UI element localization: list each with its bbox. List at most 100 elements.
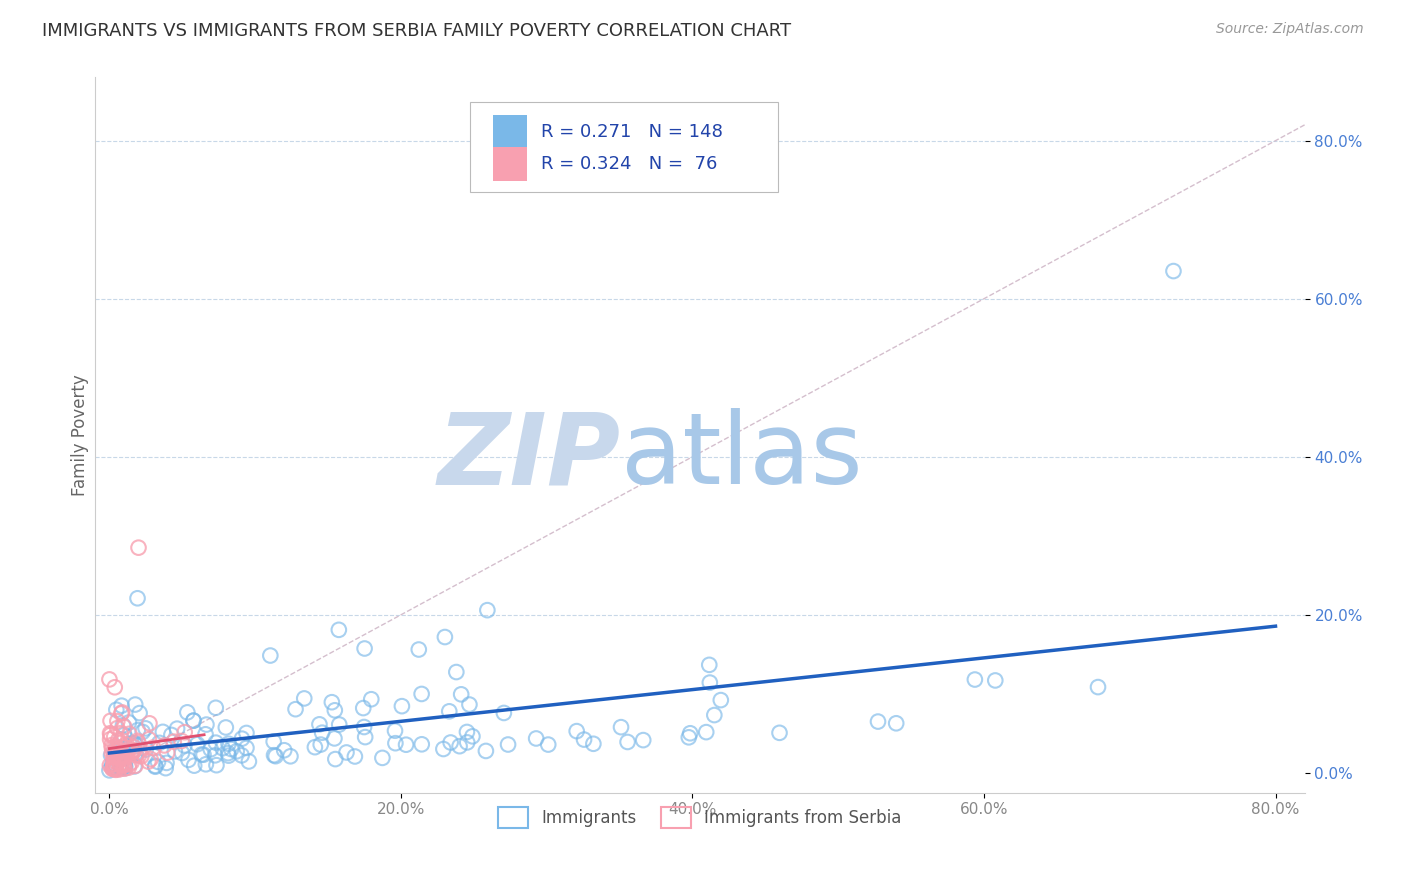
Point <box>963 673 986 687</box>
Point <box>186 737 208 751</box>
Point <box>104 757 127 772</box>
Point <box>323 703 346 717</box>
Point <box>205 758 228 772</box>
Point <box>114 758 136 772</box>
Point <box>238 755 260 769</box>
Point <box>107 733 129 747</box>
Point <box>218 737 240 751</box>
Point <box>152 724 174 739</box>
Point <box>112 758 135 772</box>
Point <box>103 748 125 763</box>
Point <box>160 728 183 742</box>
Point <box>98 732 121 747</box>
Point <box>328 623 350 637</box>
Point <box>183 714 205 728</box>
Point <box>121 736 143 750</box>
Point <box>155 756 177 770</box>
Point <box>304 740 326 755</box>
Point <box>352 701 374 715</box>
Text: Source: ZipAtlas.com: Source: ZipAtlas.com <box>1216 22 1364 37</box>
Point <box>328 717 350 731</box>
Point <box>524 731 547 746</box>
Point <box>127 735 149 749</box>
Point <box>103 759 125 773</box>
Point <box>125 739 148 753</box>
Point <box>115 744 138 758</box>
Point <box>446 665 468 679</box>
Point <box>107 741 129 756</box>
Point <box>110 726 132 740</box>
Point <box>128 706 150 720</box>
Point <box>101 741 124 756</box>
Point <box>107 754 129 768</box>
Point <box>110 698 132 713</box>
Point <box>103 750 125 764</box>
Point <box>699 675 721 690</box>
Point <box>411 737 433 751</box>
Point <box>679 726 702 740</box>
Point <box>108 736 131 750</box>
Point <box>110 750 132 764</box>
Point <box>103 730 125 744</box>
Point <box>176 706 198 720</box>
Point <box>111 718 134 732</box>
Point <box>321 695 343 709</box>
Point <box>100 748 122 763</box>
Point <box>104 758 127 772</box>
Point <box>121 745 143 759</box>
Point <box>343 749 366 764</box>
Point <box>311 725 333 739</box>
Point <box>360 692 382 706</box>
Point <box>710 693 733 707</box>
Point <box>353 720 375 734</box>
Point <box>124 759 146 773</box>
Point <box>678 731 700 745</box>
Point <box>456 725 478 739</box>
Point <box>111 761 134 775</box>
Point <box>218 748 240 763</box>
Point <box>204 700 226 714</box>
Point <box>235 726 257 740</box>
Point <box>105 714 128 728</box>
Point <box>475 744 498 758</box>
Text: IMMIGRANTS VS IMMIGRANTS FROM SERBIA FAMILY POVERTY CORRELATION CHART: IMMIGRANTS VS IMMIGRANTS FROM SERBIA FAM… <box>42 22 792 40</box>
Point <box>108 758 131 772</box>
Point <box>127 591 149 606</box>
Point <box>193 747 215 762</box>
Point <box>103 757 125 772</box>
Point <box>235 740 257 755</box>
Legend: Immigrants, Immigrants from Serbia: Immigrants, Immigrants from Serbia <box>491 801 908 834</box>
Point <box>477 603 499 617</box>
Point <box>194 727 217 741</box>
Point <box>395 738 418 752</box>
Point <box>211 741 233 756</box>
Point <box>323 731 346 746</box>
Point <box>118 727 141 741</box>
Point <box>984 673 1007 688</box>
Point <box>139 752 162 766</box>
Point <box>143 759 166 773</box>
Point <box>104 762 127 776</box>
Point <box>496 738 519 752</box>
Point <box>194 757 217 772</box>
Point <box>280 749 302 764</box>
Text: atlas: atlas <box>621 408 863 505</box>
Point <box>100 728 122 742</box>
Point <box>308 717 330 731</box>
Point <box>127 723 149 737</box>
Point <box>105 747 128 762</box>
Point <box>108 758 131 772</box>
Point <box>121 756 143 770</box>
Point <box>114 762 136 776</box>
Point <box>118 738 141 752</box>
Point <box>492 706 515 720</box>
Point <box>110 732 132 747</box>
Text: R = 0.324   N =  76: R = 0.324 N = 76 <box>541 155 717 173</box>
Point <box>450 687 472 701</box>
Bar <box>494 115 527 149</box>
Point <box>104 743 127 757</box>
Point <box>163 734 186 748</box>
Point <box>105 721 128 735</box>
Point <box>100 714 122 728</box>
Point <box>156 746 179 760</box>
